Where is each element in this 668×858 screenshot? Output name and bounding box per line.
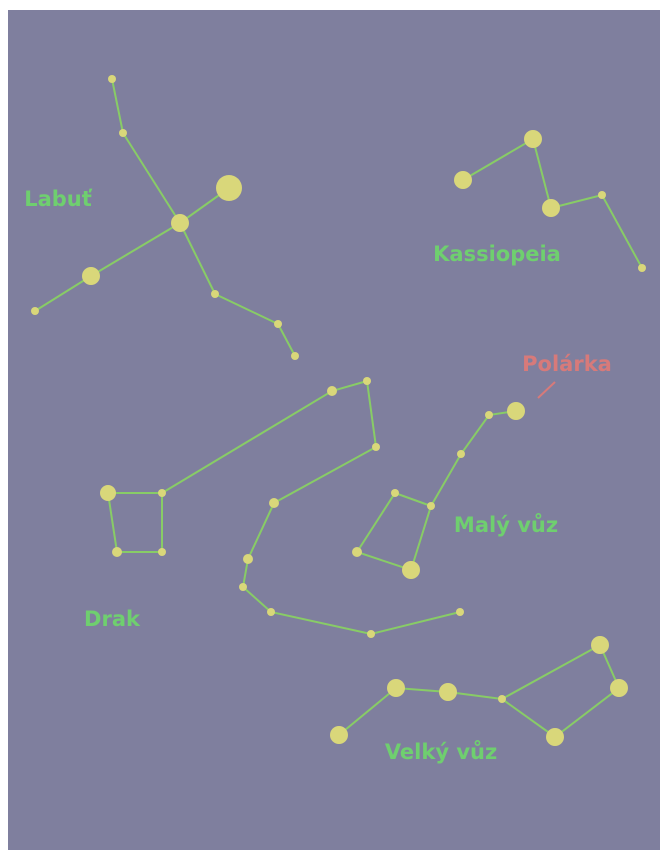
star xyxy=(211,290,219,298)
star xyxy=(352,547,362,557)
star xyxy=(372,443,380,451)
star xyxy=(239,583,247,591)
star xyxy=(427,502,435,510)
star xyxy=(457,450,465,458)
constellation-label: Labuť xyxy=(24,187,93,211)
star xyxy=(542,199,560,217)
star xyxy=(267,608,275,616)
star xyxy=(31,307,39,315)
star xyxy=(363,377,371,385)
constellation-label: Kassiopeia xyxy=(433,242,561,266)
star xyxy=(591,636,609,654)
constellation-label: Velký vůz xyxy=(385,740,497,764)
star xyxy=(171,214,189,232)
star xyxy=(391,489,399,497)
sky-background xyxy=(8,10,660,850)
star xyxy=(243,554,253,564)
star xyxy=(119,129,127,137)
star xyxy=(524,130,542,148)
star xyxy=(158,548,166,556)
star xyxy=(485,411,493,419)
star xyxy=(507,402,525,420)
star xyxy=(82,267,100,285)
star xyxy=(387,679,405,697)
star xyxy=(402,561,420,579)
sky-map: Labuť Kassiopeia Malý vůz Drak Velký vůz… xyxy=(0,0,668,858)
star xyxy=(598,191,606,199)
star xyxy=(269,498,279,508)
star xyxy=(546,728,564,746)
star xyxy=(439,683,457,701)
star xyxy=(330,726,348,744)
star xyxy=(456,608,464,616)
star xyxy=(638,264,646,272)
pole-star-label: Polárka xyxy=(522,352,612,376)
star xyxy=(327,386,337,396)
star xyxy=(610,679,628,697)
star xyxy=(291,352,299,360)
star xyxy=(367,630,375,638)
star xyxy=(108,75,116,83)
star xyxy=(498,695,506,703)
star xyxy=(112,547,122,557)
star xyxy=(274,320,282,328)
constellation-label: Drak xyxy=(84,607,141,631)
star xyxy=(158,489,166,497)
constellation-label: Malý vůz xyxy=(454,513,558,537)
star xyxy=(216,175,242,201)
star xyxy=(454,171,472,189)
star xyxy=(100,485,116,501)
